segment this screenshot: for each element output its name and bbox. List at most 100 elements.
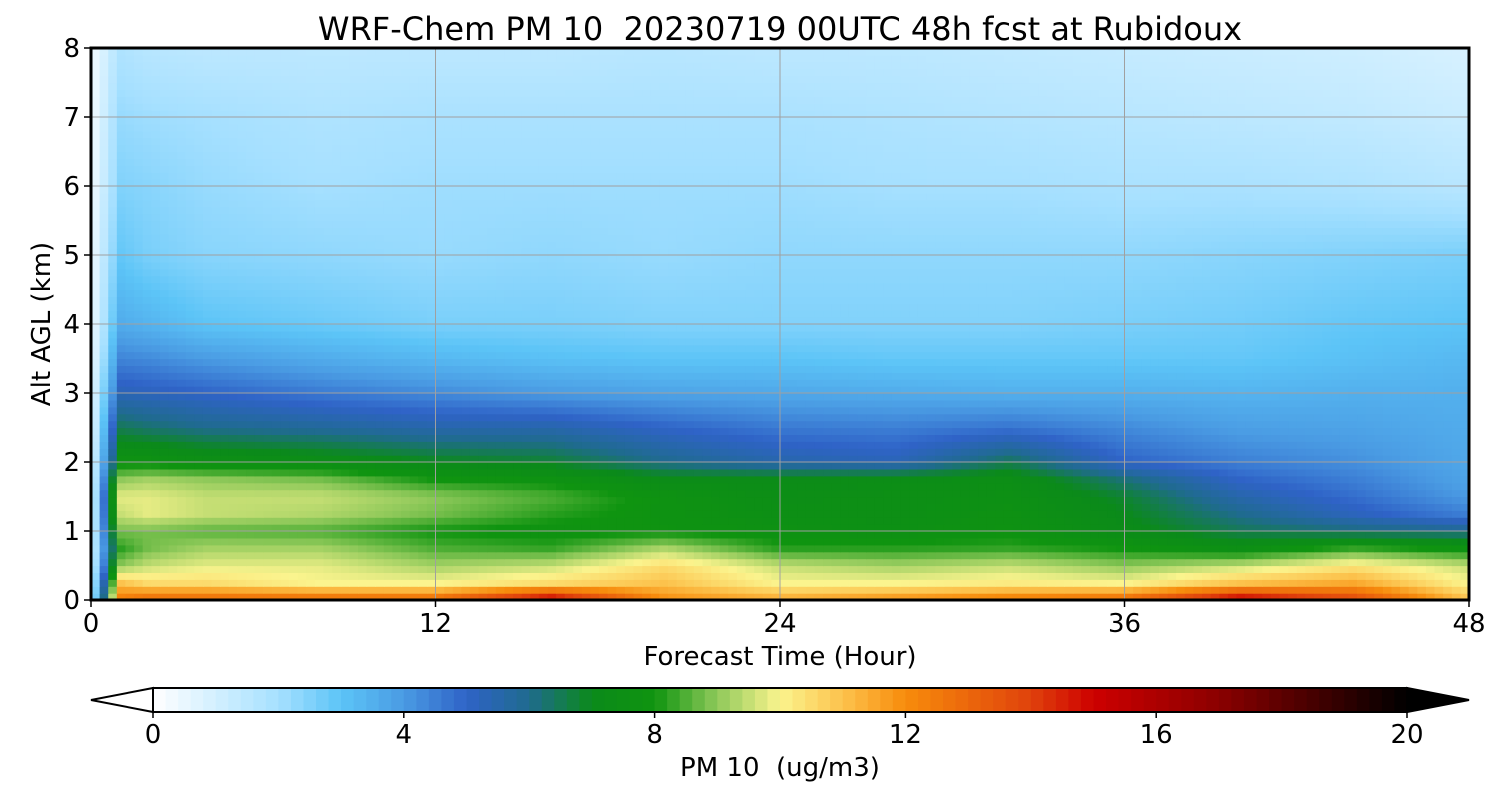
heat-cell — [969, 428, 978, 436]
heat-cell — [1150, 524, 1159, 532]
heat-cell — [100, 545, 109, 553]
heat-cell — [375, 455, 384, 463]
heat-cell — [375, 572, 384, 580]
heat-cell — [237, 414, 246, 422]
heat-cell — [220, 517, 229, 525]
heat-cell — [1417, 503, 1426, 511]
heat-cell — [1245, 428, 1254, 436]
heat-cell — [616, 407, 625, 415]
heat-cell — [100, 386, 109, 394]
heat-cell — [1391, 531, 1400, 539]
heat-cell — [306, 517, 315, 525]
heat-cell — [513, 524, 522, 532]
heat-cell — [728, 552, 737, 560]
heat-cell — [1443, 455, 1452, 463]
heat-cell — [220, 462, 229, 470]
heat-cell — [306, 386, 315, 394]
heat-cell — [263, 441, 272, 449]
heat-cell — [1004, 579, 1013, 587]
heat-cell — [625, 400, 634, 408]
heat-cell — [1107, 428, 1116, 436]
heat-cell — [1435, 483, 1444, 491]
heat-cell — [315, 490, 324, 498]
heat-cell — [935, 434, 944, 442]
heat-cell — [237, 497, 246, 505]
heat-cell — [367, 476, 376, 484]
heat-cell — [1125, 462, 1134, 470]
heat-cell — [1245, 434, 1254, 442]
heat-cell — [487, 552, 496, 560]
heat-cell — [358, 393, 367, 401]
heat-cell — [1116, 476, 1125, 484]
heat-cell — [1090, 462, 1099, 470]
heat-cell — [177, 524, 186, 532]
heat-cell — [711, 552, 720, 560]
heat-cell — [349, 490, 358, 498]
heat-cell — [849, 572, 858, 580]
heat-cell — [823, 497, 832, 505]
heat-cell — [1038, 538, 1047, 546]
heat-cell — [255, 490, 264, 498]
heat-cell — [685, 517, 694, 525]
heat-cell — [1400, 524, 1409, 532]
heat-cell — [401, 572, 410, 580]
heat-cell — [125, 414, 134, 422]
heat-cell — [1323, 538, 1332, 546]
heat-cell — [1426, 531, 1435, 539]
heat-cell — [858, 476, 867, 484]
heat-cell — [746, 483, 755, 491]
heat-cell — [616, 434, 625, 442]
heat-cell — [969, 455, 978, 463]
heat-cell — [453, 524, 462, 532]
heat-cell — [720, 490, 729, 498]
heat-cell — [1090, 407, 1099, 415]
heat-cell — [547, 579, 556, 587]
heat-cell — [470, 559, 479, 567]
heat-cell — [220, 483, 229, 491]
heat-cell — [1348, 579, 1357, 587]
heat-cell — [151, 386, 160, 394]
heat-cell — [1202, 476, 1211, 484]
heat-cell — [1116, 490, 1125, 498]
heat-cell — [1211, 538, 1220, 546]
heat-cell — [453, 559, 462, 567]
heat-cell — [530, 414, 539, 422]
heat-cell — [212, 517, 221, 525]
heat-cell — [160, 476, 169, 484]
heat-cell — [1340, 414, 1349, 422]
heat-cell — [367, 566, 376, 574]
heat-cell — [418, 421, 427, 429]
heat-cell — [969, 414, 978, 422]
heat-cell — [160, 531, 169, 539]
heat-cell — [702, 552, 711, 560]
heat-cell — [1211, 586, 1220, 594]
heat-cell — [978, 414, 987, 422]
heat-cell — [547, 497, 556, 505]
heat-cell — [392, 428, 401, 436]
heat-cell — [1305, 497, 1314, 505]
heat-cell — [1271, 586, 1280, 594]
heat-cell — [1374, 559, 1383, 567]
heat-cell — [1331, 414, 1340, 422]
heat-cell — [496, 400, 505, 408]
heat-cell — [1323, 393, 1332, 401]
heat-cell — [1340, 552, 1349, 560]
heat-cell — [875, 538, 884, 546]
heat-cell — [1391, 400, 1400, 408]
heat-cell — [479, 538, 488, 546]
heat-cell — [1073, 434, 1082, 442]
heat-cell — [737, 483, 746, 491]
heat-cell — [763, 559, 772, 567]
heat-cell — [349, 469, 358, 477]
heat-cell — [358, 510, 367, 518]
heat-cell — [1159, 552, 1168, 560]
heat-cell — [728, 469, 737, 477]
heat-cell — [1452, 476, 1461, 484]
heat-cell — [332, 393, 341, 401]
heat-cell — [1280, 421, 1289, 429]
heat-cell — [229, 566, 238, 574]
heat-cell — [737, 510, 746, 518]
heat-cell — [651, 531, 660, 539]
heat-cell — [969, 441, 978, 449]
heat-cell — [539, 483, 548, 491]
